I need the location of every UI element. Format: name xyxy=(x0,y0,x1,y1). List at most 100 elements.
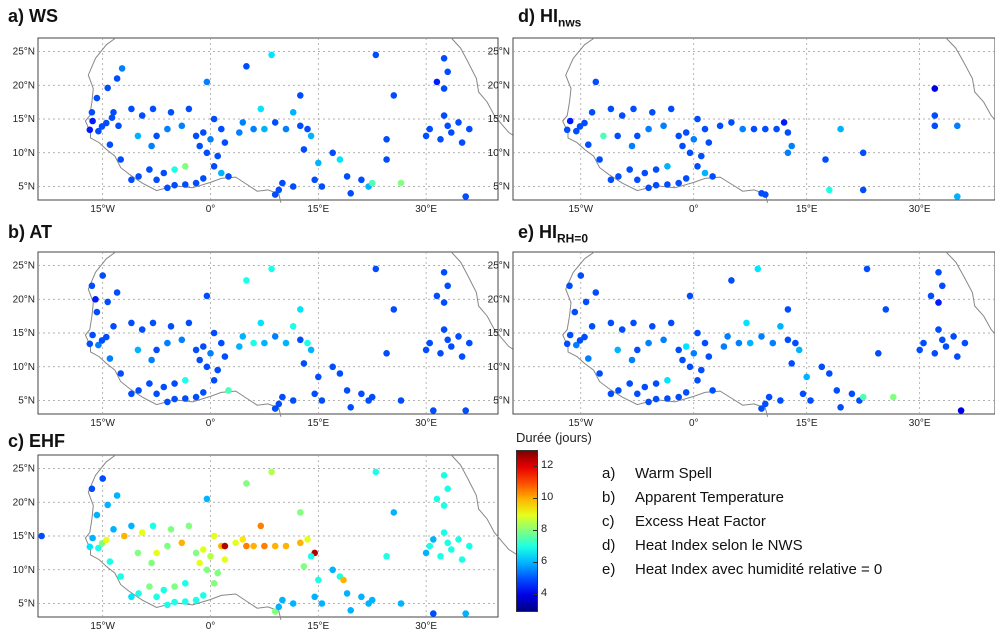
map-a-group: 15°W 0° 15°E 30°E 5°N 10°N 15°N 20°N 25°N xyxy=(13,37,520,215)
station-point-a xyxy=(167,109,175,116)
station-point-a xyxy=(192,132,200,140)
station-point-c xyxy=(271,542,279,550)
station-point-d xyxy=(859,149,867,157)
station-point-e xyxy=(875,350,882,357)
station-point-a xyxy=(178,122,186,130)
station-point-b xyxy=(315,373,322,381)
station-point-c xyxy=(121,532,128,540)
map-a-lon-tick-label: 0° xyxy=(206,204,216,215)
station-point-b xyxy=(192,346,200,354)
station-point-a xyxy=(128,176,135,184)
colorbar-tick-mark xyxy=(533,594,538,595)
station-point-c xyxy=(440,502,448,509)
station-point-a xyxy=(93,94,101,102)
station-point-a xyxy=(372,51,380,59)
station-point-d xyxy=(652,166,660,173)
station-point-c xyxy=(329,566,337,574)
station-point-c xyxy=(340,576,347,584)
map-e-lat-tick-label: 10°N xyxy=(488,362,510,373)
station-point-a xyxy=(289,109,297,116)
station-point-b xyxy=(307,346,315,354)
station-point-e xyxy=(961,339,969,347)
station-point-d xyxy=(679,142,686,150)
station-point-e xyxy=(788,360,795,367)
station-point-d xyxy=(641,169,649,177)
station-point-b xyxy=(458,353,466,360)
station-point-e xyxy=(664,395,671,402)
station-point-b xyxy=(92,296,99,303)
map-a-lat-tick-label: 10°N xyxy=(13,148,35,159)
station-point-b xyxy=(196,356,203,364)
station-point-e xyxy=(582,298,590,306)
station-point-c xyxy=(149,522,157,530)
station-point-a xyxy=(466,125,473,133)
station-point-b xyxy=(95,341,102,349)
station-point-a xyxy=(210,115,218,123)
station-point-a xyxy=(368,179,376,187)
station-point-e xyxy=(679,356,686,364)
station-point-b xyxy=(86,340,94,348)
station-point-e xyxy=(618,326,626,333)
station-point-a xyxy=(153,132,160,140)
station-point-b xyxy=(261,339,268,347)
station-point-e xyxy=(769,339,777,347)
station-point-a xyxy=(448,129,455,136)
station-point-b xyxy=(192,393,200,401)
station-point-d xyxy=(739,125,746,133)
station-point-c xyxy=(397,600,405,607)
station-point-c xyxy=(106,558,114,565)
station-point-e xyxy=(694,377,701,384)
station-point-c xyxy=(89,534,96,542)
station-point-c xyxy=(426,542,434,550)
station-point-a xyxy=(426,125,434,133)
station-point-e xyxy=(939,336,946,344)
station-point-b xyxy=(236,343,243,350)
station-point-a xyxy=(315,159,322,167)
station-point-b xyxy=(182,377,189,384)
station-point-b xyxy=(383,350,390,357)
map-c-group: 15°W 0° 15°E 30°E 5°N 10°N 15°N 20°N 25°N xyxy=(13,454,520,629)
station-point-a xyxy=(149,105,157,113)
station-point-b xyxy=(207,350,214,357)
station-point-e xyxy=(615,387,622,394)
station-point-e xyxy=(784,336,792,344)
station-point-b xyxy=(336,370,344,377)
station-point-c xyxy=(358,593,365,601)
station-point-c xyxy=(164,542,171,550)
station-point-e xyxy=(577,272,585,279)
station-point-a xyxy=(182,163,189,170)
station-point-b xyxy=(117,370,124,377)
station-point-a xyxy=(307,132,315,140)
station-point-a xyxy=(422,132,430,140)
station-point-e xyxy=(954,353,961,360)
station-point-c xyxy=(134,549,142,557)
panel-c-title: c) EHF xyxy=(8,431,66,451)
station-point-e xyxy=(784,306,792,313)
station-point-e xyxy=(777,323,784,330)
station-point-a xyxy=(347,190,355,197)
station-point-b xyxy=(93,308,101,316)
station-point-a xyxy=(118,65,126,72)
station-point-c xyxy=(103,536,110,544)
station-point-c xyxy=(221,556,229,563)
station-point-b xyxy=(200,343,207,350)
map-c-red-sea-coast xyxy=(450,454,520,557)
station-point-a xyxy=(458,139,466,146)
station-point-a xyxy=(318,183,326,190)
station-point-b xyxy=(239,333,247,340)
station-point-b xyxy=(106,355,114,362)
station-point-a xyxy=(207,136,214,143)
definition-b: b) Apparent Temperature xyxy=(602,489,784,506)
map-d-lat-tick-label: 5°N xyxy=(493,182,510,193)
station-point-d xyxy=(596,156,603,163)
station-point-c xyxy=(86,543,94,551)
station-point-d xyxy=(709,173,716,180)
station-point-b xyxy=(430,407,437,414)
station-point-c xyxy=(200,592,207,599)
station-point-b xyxy=(164,339,171,347)
station-point-c xyxy=(250,542,257,550)
station-point-e xyxy=(927,292,935,300)
station-point-d xyxy=(675,179,682,187)
station-point-b xyxy=(171,380,178,387)
